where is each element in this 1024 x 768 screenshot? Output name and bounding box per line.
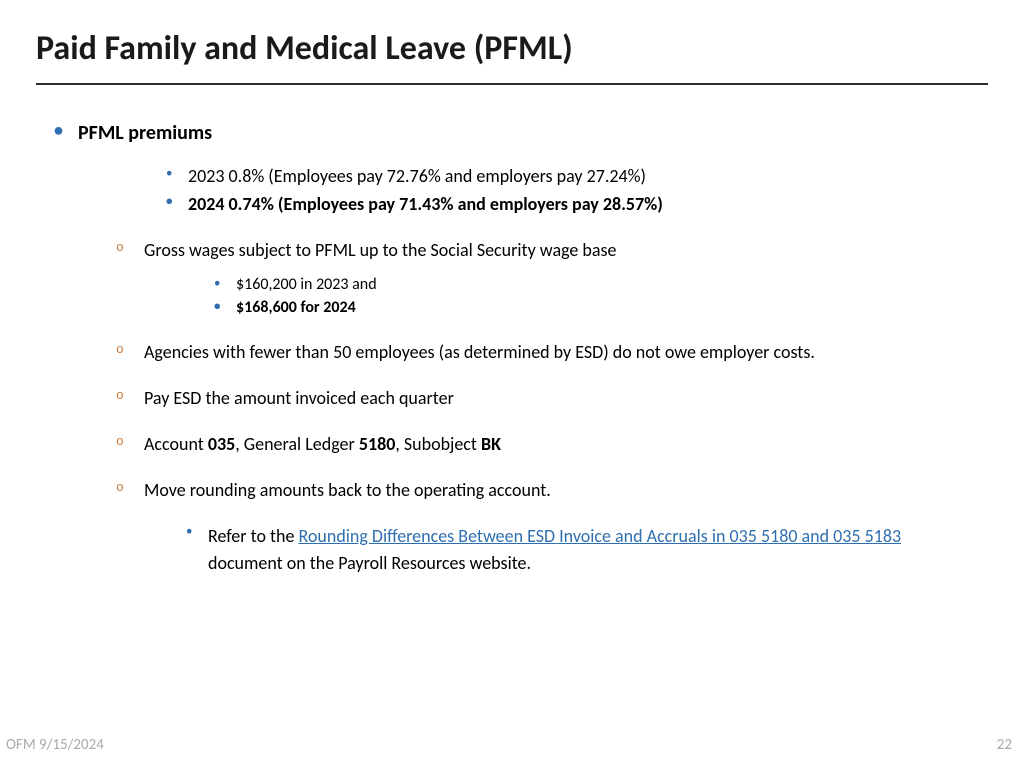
gross-wages: Gross wages subject to PFML up to the So… (144, 239, 988, 261)
premiums-heading: PFML premiums (78, 121, 988, 145)
account-mid2: , Subobject (395, 433, 481, 455)
subobject: BK (481, 433, 501, 455)
page-number: 22 (997, 736, 1012, 754)
account-mid: , General Ledger (235, 433, 359, 455)
account-number: 035 (208, 433, 235, 455)
footer-date: OFM 9/15/2024 (6, 736, 104, 754)
slide: Paid Family and Medical Leave (PFML) PFM… (0, 0, 1024, 768)
refer-line: Refer to the Rounding Differences Betwee… (208, 523, 988, 577)
gl-number: 5180 (359, 433, 396, 455)
page-title: Paid Family and Medical Leave (PFML) (36, 28, 988, 69)
account-prefix: Account (144, 433, 208, 455)
premium-2024: 2024 0.74% (Employees pay 71.43% and emp… (188, 193, 988, 215)
title-rule (36, 83, 988, 85)
wage-2023: $160,200 in 2023 and (236, 275, 988, 294)
pay-esd: Pay ESD the amount invoiced each quarter (144, 387, 988, 409)
account-line: Account 035, General Ledger 5180, Subobj… (144, 433, 988, 455)
refer-suffix: document on the Payroll Resources websit… (208, 552, 531, 574)
agencies-note: Agencies with fewer than 50 employees (a… (144, 341, 988, 363)
rounding-note: Move rounding amounts back to the operat… (144, 479, 988, 501)
refer-prefix: Refer to the (208, 525, 299, 547)
premium-2023: 2023 0.8% (Employees pay 72.76% and empl… (188, 165, 988, 187)
rounding-link[interactable]: Rounding Differences Between ESD Invoice… (299, 525, 902, 547)
wage-2024: $168,600 for 2024 (236, 298, 988, 317)
